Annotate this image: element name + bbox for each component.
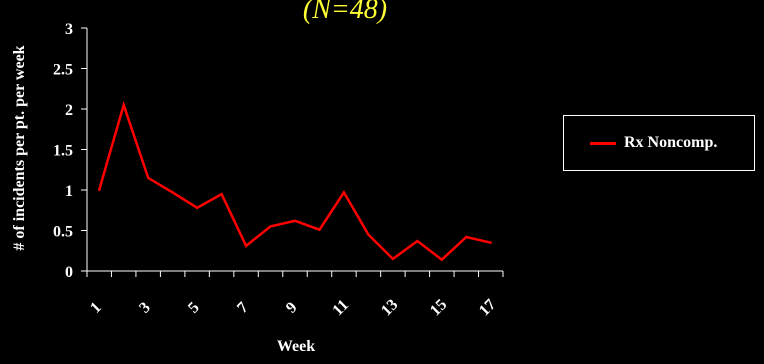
- y-tick-label: 2.5: [53, 62, 73, 79]
- y-tick-label: 0.5: [53, 224, 73, 241]
- data-point: [220, 192, 223, 196]
- data-point: [293, 219, 297, 222]
- data-point: [122, 103, 125, 107]
- chart-subtitle: (N=48): [302, 0, 388, 25]
- x-tick-label: 1: [87, 299, 105, 317]
- y-tick-label: 1.5: [53, 143, 73, 160]
- y-axis-title: # of incidents per pt. per week: [11, 45, 28, 250]
- data-point: [465, 235, 468, 239]
- data-point: [98, 188, 101, 192]
- x-tick-label: 17: [476, 296, 499, 319]
- data-point: [269, 225, 272, 228]
- y-tick-label: 1: [65, 183, 73, 200]
- legend-swatch: [590, 141, 616, 145]
- x-tick-label: 9: [283, 299, 301, 317]
- data-point: [342, 191, 346, 194]
- x-axis-title: Week: [277, 338, 315, 355]
- data-point: [367, 233, 370, 236]
- data-point: [318, 228, 321, 231]
- data-point: [440, 258, 444, 261]
- x-tick-label: 11: [329, 296, 352, 319]
- x-tick-label: 15: [427, 296, 450, 319]
- x-tick-label: 7: [234, 299, 252, 317]
- data-point: [416, 239, 419, 243]
- data-point: [244, 244, 248, 248]
- x-tick-label: 13: [378, 296, 401, 319]
- legend: Rx Noncomp.: [563, 115, 755, 171]
- data-point: [171, 191, 174, 194]
- data-point: [146, 176, 150, 180]
- data-point: [195, 206, 199, 210]
- y-tick-label: 3: [65, 21, 73, 38]
- y-tick-label: 2: [65, 102, 73, 119]
- series-line: [97, 100, 492, 262]
- y-tick-label: 0: [65, 264, 73, 281]
- x-tick-label: 5: [185, 299, 203, 317]
- legend-label: Rx Noncomp.: [624, 134, 718, 151]
- data-point: [391, 257, 395, 261]
- data-point: [489, 241, 492, 244]
- x-tick-label: 3: [136, 299, 154, 317]
